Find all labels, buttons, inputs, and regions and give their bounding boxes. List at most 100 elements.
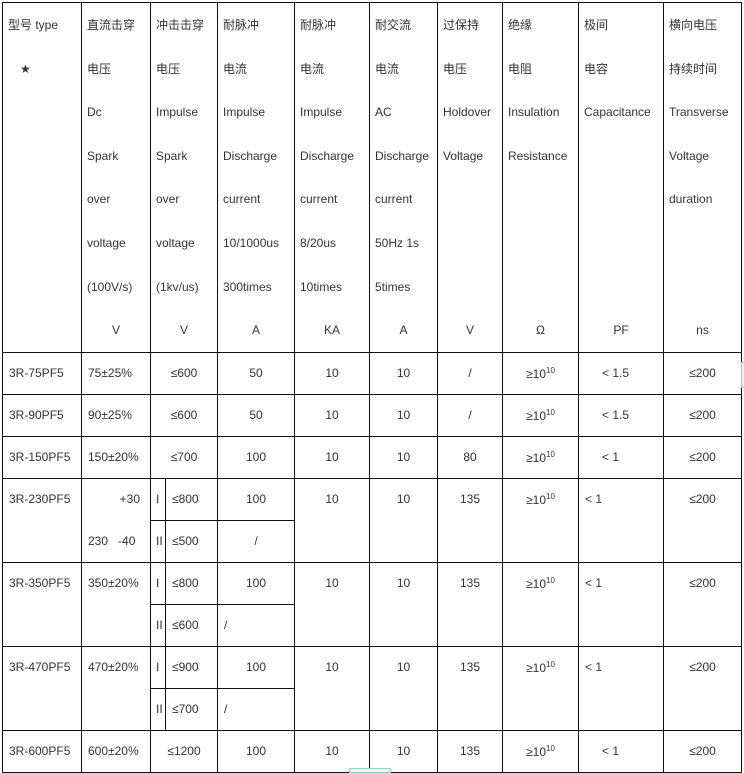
cell-text: 10 (396, 491, 411, 506)
sub-label-cell: II (150, 687, 166, 731)
header-line: current (223, 192, 261, 207)
insulation-cell: ≥1010 (502, 477, 579, 563)
cell-text: / (224, 702, 228, 717)
exponent: 10 (546, 743, 555, 753)
header-line: ★ (20, 61, 31, 76)
header-cell: 耐脉冲 电流 Impulse Discharge current 8/20us 10time… (294, 2, 370, 353)
cell-text: ≤600 (172, 618, 199, 633)
header-unit: PF (613, 323, 629, 338)
exponent: 10 (546, 659, 555, 669)
header-unit: Ω (536, 323, 545, 338)
header-line: current (375, 192, 413, 207)
dc-cell: 150±20% (81, 435, 151, 479)
cell-text: I (156, 660, 160, 675)
cell-text: ≤200 (689, 366, 716, 381)
dc-cell: 600±20% (81, 729, 151, 773)
cell-text: 10 (396, 450, 411, 465)
holdover-cell: 135 (437, 477, 503, 563)
cell-text: 600±20% (88, 744, 139, 759)
cell-text: 100 (245, 744, 267, 759)
table-row: 3R-470PF5 470±20% I ≤900 100 10 10 135 ≥1010 < 1 ≤… (2, 645, 742, 731)
ka-cell: 10 (294, 393, 370, 437)
exponent: 10 (546, 575, 555, 585)
cell-text: 3R-75PF5 (9, 366, 64, 381)
cell-text: II (156, 534, 163, 549)
cell-text: 10 (325, 659, 339, 674)
holdover-cell: 135 (437, 729, 503, 773)
ac-cell: 10 (369, 561, 438, 647)
cell-text: 10 (325, 450, 339, 465)
cell-text: 100 (245, 576, 267, 591)
dc-cell: 75±25% (81, 351, 151, 395)
capacitance-cell: < 1 (578, 729, 664, 773)
insulation-cell: ≥1010 (502, 435, 579, 479)
impulse-current-cell: 50 (217, 393, 295, 437)
insulation-cell: ≥1010 (502, 729, 579, 773)
cell-text: < 1 (585, 575, 603, 590)
cell-text: 10 (325, 366, 339, 381)
sub-label-cell: II (150, 519, 166, 563)
capacitance-cell: < 1 (578, 435, 664, 479)
exponent: 10 (546, 449, 555, 459)
transverse-cell: ≤200 (663, 645, 742, 731)
cell-text: ≤500 (172, 534, 199, 549)
cell-text: < 1 (585, 659, 603, 674)
impulse-cell: ≤800 (165, 561, 218, 605)
header-line: Resistance (508, 148, 568, 163)
holdover-cell: 80 (437, 435, 503, 479)
header-line: 电流 (375, 61, 400, 76)
cell-text: ≥10 (526, 366, 547, 381)
header-line: 电压 (87, 61, 112, 76)
header-line: (1kv/us) (156, 279, 199, 294)
cell-text: ≤200 (689, 408, 716, 423)
dc-cell: 350±20% (81, 561, 151, 647)
cell-text: II (156, 702, 163, 717)
header-line: over (156, 192, 180, 207)
header-cell: 过保持 电压 Holdover Voltage V (437, 2, 503, 353)
impulse-cell: ≤600 (150, 393, 218, 437)
cell-text: < 1 (602, 450, 620, 465)
cell-text: 50 (249, 408, 263, 423)
cell-text: 10 (396, 408, 411, 423)
cell-text: I (156, 576, 160, 591)
cell-text: ≤200 (689, 659, 716, 674)
scroll-marker (741, 362, 744, 388)
cell-text: ≥10 (526, 744, 547, 759)
header-line: 耐交流 (375, 18, 412, 32)
cell-text: 3R-600PF5 (9, 744, 71, 759)
cell-text: ≥10 (526, 450, 547, 465)
transverse-cell: ≤200 (663, 393, 742, 437)
cell-text: 150±20% (88, 450, 139, 465)
header-line: Insulation (508, 105, 560, 120)
transverse-cell: ≤200 (663, 729, 742, 773)
cell-text: ≤200 (689, 744, 716, 759)
header-cell: 直流击穿 电压 Dc Spark over voltage (100V/s) V (81, 2, 151, 353)
dc-cell: 90±25% (81, 393, 151, 437)
capacitance-cell: < 1 (578, 645, 664, 731)
cell-text: 100 (245, 450, 267, 465)
impulse-current-cell: 100 (217, 729, 295, 773)
table-row: 3R-600PF5 600±20% ≤1200 100 10 10 135 ≥1010 < 1 ≤… (2, 729, 742, 773)
cell-text: ≤900 (172, 660, 199, 675)
header-unit: A (251, 323, 260, 338)
cell-text: 10 (396, 659, 411, 674)
table-row: 3R-350PF5 350±20% I ≤800 100 10 10 135 ≥1010 < 1 ≤… (2, 561, 742, 647)
cell-text: ≥10 (526, 576, 547, 591)
header-line: 电压 (443, 61, 468, 76)
impulse-cell: ≤1200 (150, 729, 218, 773)
impulse-cell: ≤800 (165, 477, 218, 521)
impulse-current-cell: 100 (217, 645, 295, 689)
header-line: 电压 (156, 61, 181, 76)
ka-cell: 10 (294, 477, 370, 563)
ka-cell: 10 (294, 645, 370, 731)
cell-text: ≤700 (170, 450, 198, 465)
ac-cell: 10 (369, 351, 438, 395)
header-unit: KA (323, 323, 340, 338)
header-line: voltage (156, 235, 195, 250)
cell-text: ≤600 (170, 366, 198, 381)
header-unit: ns (696, 323, 709, 338)
header-line: duration (669, 192, 713, 207)
header-line: 8/20us (300, 235, 337, 250)
cell-text: ≤700 (172, 702, 199, 717)
